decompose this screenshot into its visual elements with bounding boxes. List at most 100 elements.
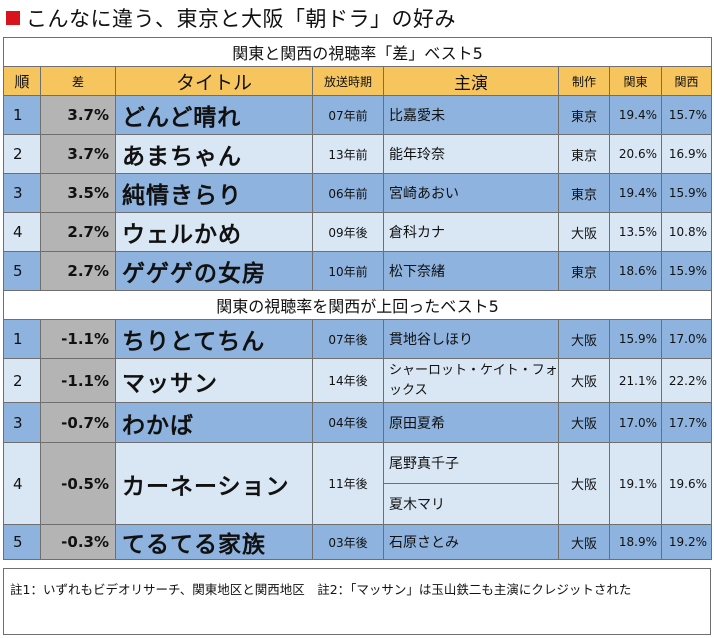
section2-heading-row: 関東の視聴率を関西が上回ったベスト5: [2, 290, 713, 320]
rank-cell: 5: [3, 524, 41, 560]
production-cell: 東京: [558, 95, 610, 135]
drama-title: てるてる家族: [115, 524, 313, 560]
footnotes: 註1：いずれもビデオリサーチ、関東地区と関西地区 註2：「マッサン」は玉山鉄二も…: [3, 568, 711, 635]
kansai-cell: 16.9%: [660, 134, 713, 174]
rank-cell: 4: [3, 212, 41, 252]
kansai-cell: 15.9%: [660, 251, 713, 291]
rank-cell: 1: [3, 319, 41, 359]
table-row: 3 3.5% 純情きらり 06年前 宮崎あおい 東京 19.4% 15.9%: [3, 173, 713, 213]
air-cell: 07年後: [312, 319, 384, 359]
kanto-cell: 19.4%: [609, 95, 662, 135]
kanto-cell: 20.6%: [609, 134, 662, 174]
header-kansai: 関西: [660, 66, 713, 96]
kanto-cell: 13.5%: [609, 212, 662, 252]
kansai-cell: 15.7%: [660, 95, 713, 135]
diff-cell: -1.1%: [40, 358, 116, 403]
cast-cell: 能年玲奈: [383, 134, 559, 174]
table-row: 夏木マリ: [4, 483, 712, 525]
kanto-cell: 15.9%: [609, 319, 662, 359]
production-cell: 東京: [558, 251, 610, 291]
drama-title: カーネーション: [115, 442, 313, 525]
diff-cell: -1.1%: [40, 319, 116, 359]
kanto-cell: 19.1%: [609, 442, 662, 525]
drama-title: あまちゃん: [115, 134, 313, 174]
section1-heading: 関東と関西の視聴率「差」ベスト5: [2, 37, 713, 67]
diff-cell: -0.3%: [40, 524, 116, 560]
table-row: 2 -1.1% マッサン 14年後 シャーロット・ケイト・フォックス 大阪 21…: [3, 358, 713, 403]
production-cell: 大阪: [558, 524, 610, 560]
air-cell: 10年前: [312, 251, 384, 291]
production-cell: 大阪: [558, 319, 610, 359]
drama-title: ちりとてちん: [115, 319, 313, 359]
air-cell: 11年後: [312, 442, 384, 525]
header-rank: 順: [3, 66, 41, 96]
cast-cell: 貫地谷しほり: [383, 319, 559, 359]
diff-cell: 3.7%: [40, 95, 116, 135]
air-cell: 06年前: [312, 173, 384, 213]
kanto-cell: 17.0%: [609, 402, 662, 443]
kansai-cell: 10.8%: [660, 212, 713, 252]
kansai-cell: 22.2%: [660, 358, 713, 403]
table-row: 1 -1.1% ちりとてちん 07年後 貫地谷しほり 大阪 15.9% 17.0…: [3, 319, 713, 359]
page-title: こんなに違う、東京と大阪「朝ドラ」の好み: [26, 7, 456, 31]
kansai-cell: 19.2%: [660, 524, 713, 560]
drama-title: ウェルかめ: [115, 212, 313, 252]
cast-cell: 松下奈緒: [383, 251, 559, 291]
kansai-cell: 17.7%: [660, 402, 713, 443]
rank-cell: 5: [3, 251, 41, 291]
production-cell: 大阪: [558, 442, 610, 525]
diff-cell: 3.7%: [40, 134, 116, 174]
section2-heading: 関東の視聴率を関西が上回ったベスト5: [2, 290, 713, 320]
drama-title: どんど晴れ: [115, 95, 313, 135]
rank-cell: 4: [3, 442, 41, 525]
production-cell: 大阪: [558, 358, 610, 403]
header-title: タイトル: [115, 66, 313, 96]
header-kanto: 関東: [609, 66, 662, 96]
table-row: 4 2.7% ウェルかめ 09年後 倉科カナ 大阪 13.5% 10.8%: [3, 212, 713, 252]
title-square-icon: [6, 11, 20, 25]
production-cell: 大阪: [558, 212, 610, 252]
production-cell: 大阪: [558, 402, 610, 443]
rank-cell: 2: [3, 134, 41, 174]
air-cell: 03年後: [312, 524, 384, 560]
rank-cell: 3: [3, 402, 41, 443]
table-row: 5 2.7% ゲゲゲの女房 10年前 松下奈緒 東京 18.6% 15.9%: [3, 251, 713, 291]
title-bar: こんなに違う、東京と大阪「朝ドラ」の好み: [0, 0, 714, 36]
diff-cell: 2.7%: [40, 251, 116, 291]
table-row: 5 -0.3% てるてる家族 03年後 石原さとみ 大阪 18.9% 19.2%: [3, 524, 713, 560]
section1-heading-row: 関東と関西の視聴率「差」ベスト5: [2, 37, 713, 67]
cast-cell: 比嘉愛未: [383, 95, 559, 135]
drama-title: 純情きらり: [115, 173, 313, 213]
rank-cell: 1: [3, 95, 41, 135]
header-row: 順 差 タイトル 放送時期 主演 制作 関東 関西: [3, 66, 713, 96]
table-row: 4 -0.5% カーネーション 11年後 尾野真千子 大阪 19.1% 19.6…: [3, 442, 713, 525]
cast-cell: シャーロット・ケイト・フォックス: [383, 358, 559, 403]
kansai-cell: 15.9%: [660, 173, 713, 213]
drama-title: ゲゲゲの女房: [115, 251, 313, 291]
diff-cell: 3.5%: [40, 173, 116, 213]
kansai-cell: 19.6%: [660, 442, 713, 525]
air-cell: 13年前: [312, 134, 384, 174]
kanto-cell: 19.4%: [609, 173, 662, 213]
production-cell: 東京: [558, 173, 610, 213]
drama-title: わかば: [115, 402, 313, 443]
air-cell: 04年後: [312, 402, 384, 443]
header-cast: 主演: [383, 66, 559, 96]
ratings-table: 関東と関西の視聴率「差」ベスト5 順 差 タイトル 放送時期 主演 制作 関東 …: [2, 37, 713, 560]
rank-cell: 3: [3, 173, 41, 213]
cast-cell: 原田夏希: [383, 402, 559, 443]
header-production: 制作: [558, 66, 610, 96]
rank-cell: 2: [3, 358, 41, 403]
kanto-cell: 21.1%: [609, 358, 662, 403]
diff-cell: -0.7%: [40, 402, 116, 443]
table-row: 2 3.7% あまちゃん 13年前 能年玲奈 東京 20.6% 16.9%: [3, 134, 713, 174]
air-cell: 09年後: [312, 212, 384, 252]
kanto-cell: 18.6%: [609, 251, 662, 291]
table-row: 3 -0.7% わかば 04年後 原田夏希 大阪 17.0% 17.7%: [3, 402, 713, 443]
cast-cell: 倉科カナ: [383, 212, 559, 252]
cast-cell: 尾野真千子: [383, 442, 559, 484]
production-cell: 東京: [558, 134, 610, 174]
drama-title: マッサン: [115, 358, 313, 403]
cast-cell: 宮崎あおい: [383, 173, 559, 213]
header-air: 放送時期: [312, 66, 384, 96]
